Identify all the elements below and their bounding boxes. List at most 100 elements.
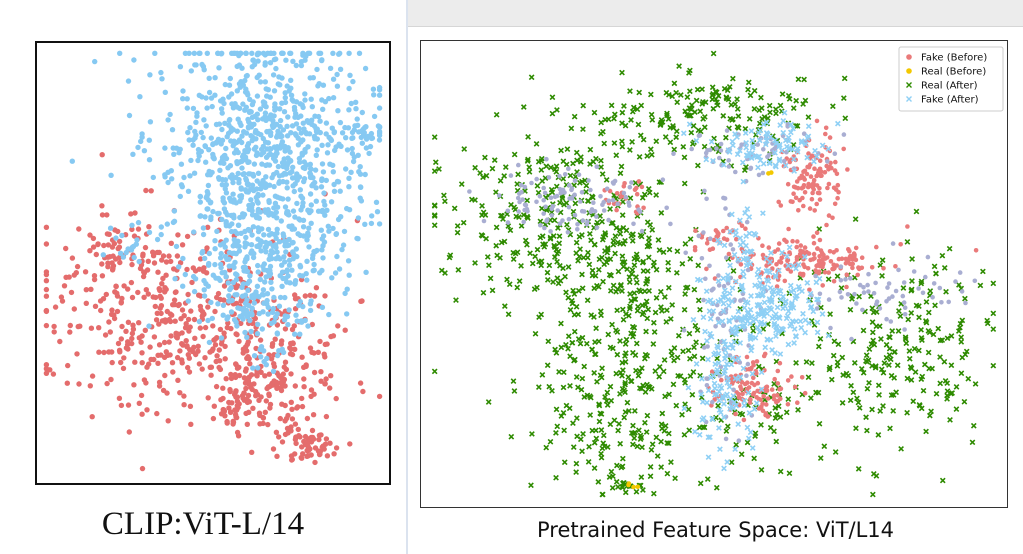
- scatter-point: [923, 428, 929, 435]
- scatter-point: [216, 210, 222, 217]
- scatter-point: [301, 384, 307, 390]
- scatter-point: [344, 147, 351, 153]
- scatter-point: [436, 166, 442, 172]
- scatter-point: [794, 244, 799, 250]
- scatter-point: [139, 131, 145, 137]
- scatter-point: [902, 336, 909, 342]
- scatter-point: [693, 228, 698, 233]
- scatter-point: [140, 273, 147, 280]
- scatter-point: [268, 132, 274, 138]
- scatter-point: [629, 441, 636, 448]
- scatter-point: [578, 199, 583, 204]
- scatter-point: [620, 240, 627, 247]
- scatter-point: [745, 389, 752, 396]
- scatter-point: [126, 429, 132, 435]
- scatter-point: [617, 170, 624, 177]
- scatter-point: [773, 140, 780, 147]
- scatter-point: [588, 187, 593, 193]
- scatter-point: [185, 129, 191, 136]
- scatter-point: [821, 252, 826, 258]
- scatter-point: [665, 430, 672, 437]
- scatter-point: [539, 372, 546, 378]
- scatter-point: [195, 157, 201, 164]
- scatter-point: [237, 120, 243, 126]
- scatter-point: [264, 385, 270, 392]
- scatter-point: [240, 395, 246, 401]
- scatter-point: [182, 325, 189, 331]
- scatter-point: [869, 406, 875, 413]
- scatter-point: [669, 352, 675, 359]
- scatter-point: [162, 372, 168, 379]
- scatter-point: [88, 325, 95, 331]
- scatter-point: [777, 414, 784, 420]
- scatter-point: [322, 354, 328, 360]
- scatter-point: [619, 259, 626, 265]
- scatter-point: [282, 95, 288, 101]
- scatter-point: [699, 256, 705, 261]
- scatter-point: [222, 81, 228, 88]
- scatter-point: [925, 349, 932, 356]
- scatter-point: [580, 218, 586, 223]
- scatter-point: [664, 440, 671, 446]
- scatter-point: [893, 389, 900, 396]
- scatter-point: [242, 292, 249, 298]
- scatter-point: [760, 401, 765, 407]
- scatter-point: [170, 369, 176, 375]
- scatter-point: [772, 149, 778, 156]
- scatter-point: [700, 424, 706, 430]
- scatter-point: [198, 129, 204, 136]
- scatter-point: [251, 250, 257, 257]
- scatter-point: [898, 445, 904, 452]
- legend-marker: [906, 68, 912, 74]
- scatter-point: [201, 117, 207, 123]
- scatter-point: [182, 50, 189, 56]
- scatter-point: [594, 214, 599, 219]
- scatter-point: [220, 312, 226, 318]
- scatter-point: [96, 325, 102, 331]
- scatter-point: [455, 267, 462, 273]
- scatter-point: [908, 377, 915, 383]
- scatter-point: [493, 111, 500, 118]
- scatter-point: [304, 277, 310, 283]
- scatter-point: [752, 430, 759, 437]
- scatter-point: [825, 159, 830, 164]
- scatter-point: [177, 260, 184, 266]
- scatter-point: [722, 392, 729, 399]
- scatter-point: [555, 208, 560, 213]
- scatter-point: [778, 396, 783, 402]
- scatter-point: [777, 102, 784, 109]
- scatter-point: [835, 195, 840, 201]
- scatter-point: [153, 317, 160, 323]
- scatter-point: [563, 161, 570, 168]
- scatter-point: [320, 106, 326, 112]
- scatter-point: [526, 164, 533, 171]
- scatter-point: [726, 251, 732, 257]
- scatter-point: [489, 165, 496, 172]
- scatter-point: [591, 439, 598, 446]
- scatter-point: [160, 387, 167, 394]
- scatter-point: [658, 117, 665, 123]
- scatter-point: [720, 300, 727, 307]
- scatter-point: [841, 146, 846, 152]
- scatter-point: [299, 150, 305, 156]
- scatter-point: [277, 374, 284, 381]
- scatter-point: [589, 346, 595, 353]
- scatter-point: [311, 133, 318, 140]
- scatter-point: [958, 338, 965, 345]
- scatter-point: [821, 443, 828, 450]
- scatter-point: [566, 204, 572, 210]
- scatter-point: [826, 213, 832, 218]
- scatter-point: [726, 302, 732, 309]
- scatter-point: [175, 232, 181, 238]
- scatter-point: [163, 286, 169, 293]
- scatter-point: [574, 433, 580, 440]
- scatter-point: [277, 123, 283, 130]
- scatter-point: [376, 105, 383, 111]
- scatter-point: [234, 88, 240, 94]
- scatter-point: [817, 158, 823, 164]
- scatter-point: [215, 301, 221, 307]
- scatter-point: [260, 149, 267, 156]
- scatter-point: [926, 365, 933, 372]
- scatter-point: [809, 360, 815, 367]
- scatter-point: [221, 408, 228, 414]
